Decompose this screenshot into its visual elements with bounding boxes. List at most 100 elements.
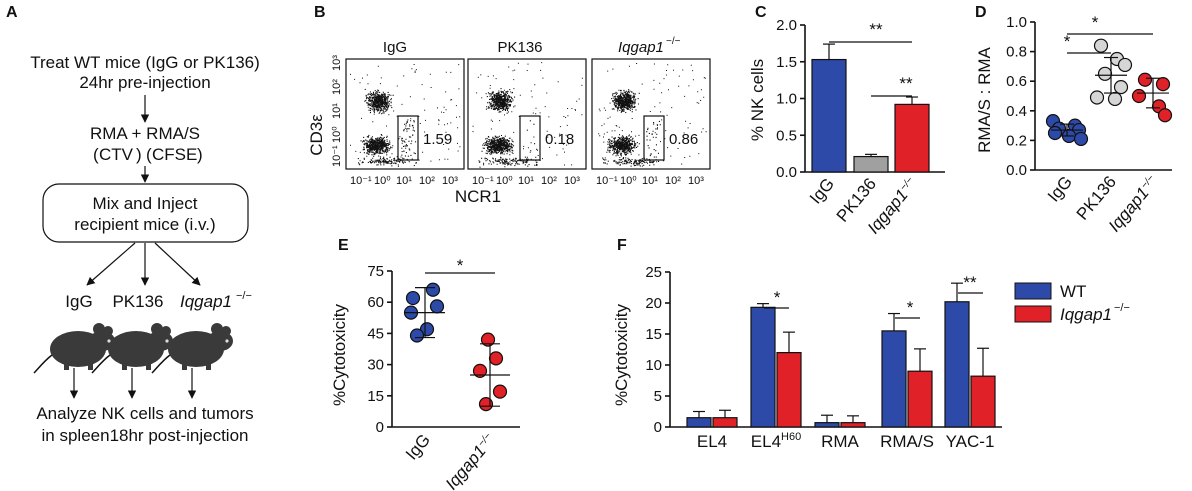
cfse-label: CFSE xyxy=(152,145,197,164)
group-pk136: PK136 xyxy=(112,292,163,311)
gate-value-pk136: 0.18 xyxy=(545,131,574,148)
chart-f-bar xyxy=(840,422,866,428)
final-line1: Analyze NK cells and tumors xyxy=(36,404,253,423)
chart-e-point xyxy=(472,363,488,378)
flow-xtick: 10⁰ xyxy=(496,175,513,187)
flow-dots-igg xyxy=(350,64,461,167)
chart-e-y-tick-label: 0 xyxy=(376,419,384,436)
chart-f-x-label: RMA/S xyxy=(880,432,934,451)
chart-e-point xyxy=(488,351,504,366)
chart-f-bar xyxy=(944,301,970,428)
chart-d-point xyxy=(1117,57,1133,73)
chart-d-point xyxy=(1131,88,1147,104)
flow-xtick: 10² xyxy=(665,175,681,187)
chart-e-point xyxy=(478,397,494,412)
chart-d-point xyxy=(1113,80,1129,95)
chart-f-x-label: YAC-1 xyxy=(946,432,995,451)
ctv-open: ( xyxy=(93,145,99,164)
chart-e-point xyxy=(425,282,441,297)
chart-f-sig-1: * xyxy=(774,288,781,307)
chart-f-x-label: EL4 xyxy=(697,432,727,451)
chart-f-bar xyxy=(814,422,840,428)
flow-xtick: 10⁻¹ xyxy=(472,175,494,187)
chart-d-point xyxy=(1047,125,1063,141)
panel-a: A Treat WT mice (IgG or PK136) 24hr pre-… xyxy=(6,4,260,445)
nk-gate-pk136 xyxy=(519,115,541,161)
mouse-icon xyxy=(151,323,233,374)
flow-xtick: 10¹ xyxy=(518,175,534,187)
chart-e-x-label: IgG xyxy=(402,430,434,463)
panel-e-label: E xyxy=(338,237,349,254)
legend-swatch-iqgap1 xyxy=(1014,305,1052,323)
chart-c-y-tick-label: 2.0 xyxy=(776,17,797,34)
chart-e-point xyxy=(409,328,425,343)
gate-value-igg: 1.59 xyxy=(423,131,452,148)
chart-e-y-tick-label: 15 xyxy=(367,388,384,405)
chart-f-x-label: EL4H60 xyxy=(751,431,801,451)
mouse-icon xyxy=(91,323,173,374)
chart-d-ylabel: RMA/S : RMA xyxy=(975,46,994,152)
chart-c-y-tick-label: 0.0 xyxy=(776,164,797,181)
flow-title-igg: IgG xyxy=(383,39,407,56)
chart-f-y-tick-label: 15 xyxy=(645,326,662,343)
flow-xtick: 10⁰ xyxy=(620,175,637,187)
gate-value-iqgap1: 0.86 xyxy=(669,131,698,148)
chart-f-bar xyxy=(686,417,712,428)
chart-e-y-tick-label: 45 xyxy=(367,325,384,342)
chart-f-bar xyxy=(970,375,996,428)
chart-e-ylabel: %Cytotoxicity xyxy=(330,303,349,406)
flow-title-iqgap1: Iqgap1 xyxy=(618,39,664,56)
flow-xtick: 10² xyxy=(419,175,435,187)
flow-events xyxy=(350,64,461,167)
chart-c-bar xyxy=(894,103,930,173)
box-line2: recipient mice (i.v.) xyxy=(74,215,215,234)
flow-plot-igg xyxy=(345,58,465,170)
chart-c-sig-2: ** xyxy=(899,74,913,93)
nk-gate-igg xyxy=(397,115,419,161)
arrow-right xyxy=(154,242,201,286)
chart-c-sig-1: ** xyxy=(869,20,883,39)
chart-d-y-tick-label: 0.2 xyxy=(1006,132,1027,149)
panel-d-label: D xyxy=(975,4,987,21)
chart-f-sig-2: * xyxy=(907,298,914,317)
chart-d-point xyxy=(1093,38,1109,53)
chart-c-y-tick-label: 0.5 xyxy=(776,127,797,144)
chart-d-point xyxy=(1137,72,1153,87)
chart-d-y-tick-label: 0.4 xyxy=(1006,103,1027,120)
flow-ylabel: CD3ε xyxy=(307,114,326,156)
box-line1: Mix and Inject xyxy=(93,194,198,213)
flow-ytick-4: 10³ xyxy=(331,55,343,71)
flow-dots-iqgap1 xyxy=(598,63,707,167)
chart-e-point xyxy=(405,290,421,306)
chart-e: 0 15 30 45 60 75 IgG Iqgap1−/− xyxy=(367,263,520,491)
chart-d-sig-2: * xyxy=(1064,32,1071,51)
chart-f-y-tick-label: 0 xyxy=(654,419,662,436)
nk-gate-iqgap1 xyxy=(643,115,665,161)
chart-d-point xyxy=(1089,90,1105,105)
chart-c-y-tick-label: 1.0 xyxy=(776,91,797,108)
flow-xtick: 10² xyxy=(541,175,557,187)
panel-c-label: C xyxy=(755,4,767,21)
chart-d-point xyxy=(1157,108,1173,123)
flow-events xyxy=(472,62,583,168)
legend-swatch-wt xyxy=(1014,282,1052,300)
chart-e-point xyxy=(429,299,445,314)
panel-f: F 0 5 10 15 20 25 EL4 EL4H60 RMA RMA/S YAC-1 %Cyto… xyxy=(612,237,1130,451)
chart-c-bar xyxy=(811,58,847,173)
flow-plot-pk136 xyxy=(467,58,587,170)
cfse-close: ) xyxy=(197,145,203,164)
flow-dots-pk136 xyxy=(472,62,583,168)
chart-f-bar xyxy=(776,352,802,428)
mix-inject-box xyxy=(42,183,249,243)
panel-b-label: B xyxy=(314,4,326,21)
legend-label-iqgap1: Iqgap1 xyxy=(1060,305,1112,324)
flow-xtick: 10³ xyxy=(442,175,458,187)
final-line2: in spleen18hr post-injection xyxy=(42,426,249,445)
flow-xtick: 10¹ xyxy=(396,175,412,187)
chart-d-point xyxy=(1073,131,1089,147)
